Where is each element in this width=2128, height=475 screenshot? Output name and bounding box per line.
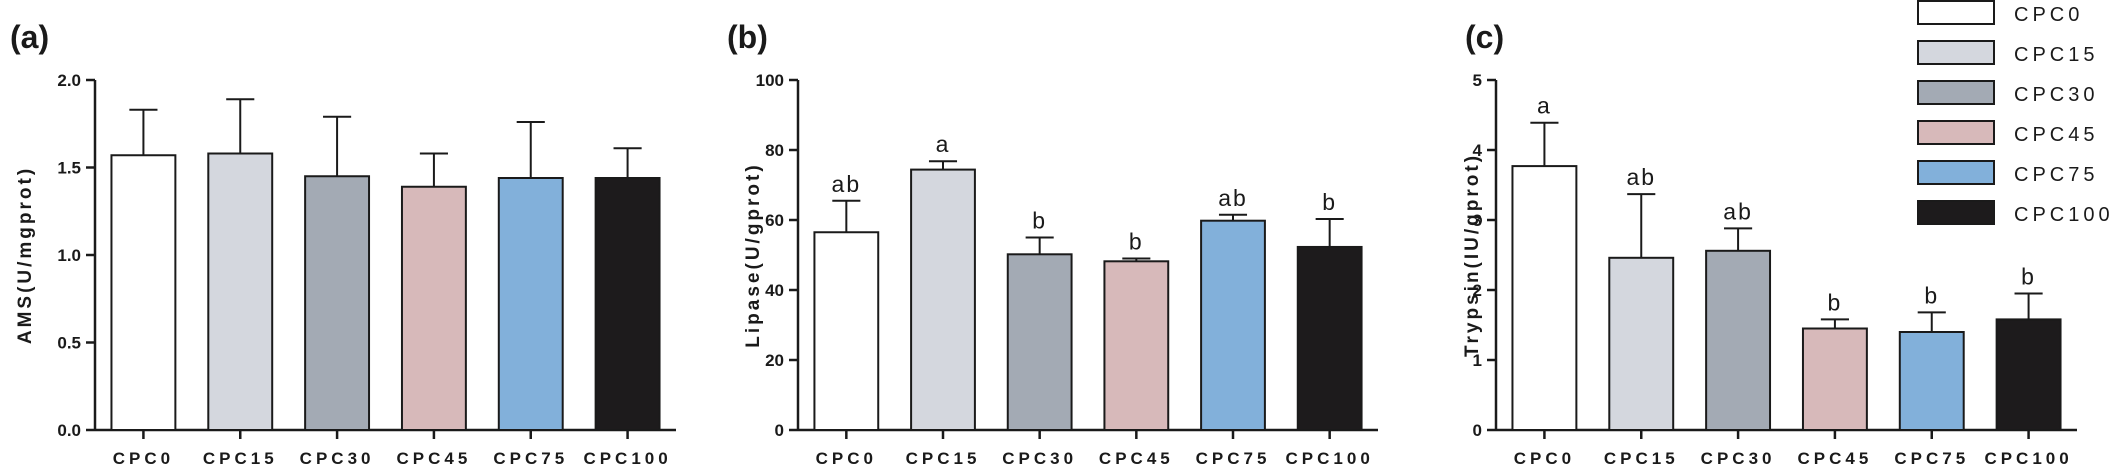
legend-label: CPC75 (2014, 164, 2098, 186)
x-tick-label: CPC30 (1701, 449, 1776, 468)
significance-label: b (2021, 264, 2036, 290)
legend-item-cpc0: CPC0 (1917, 0, 2083, 26)
legend-item-cpc30: CPC30 (1917, 80, 2098, 106)
bar-cpc30 (304, 175, 371, 431)
panel-label: (a) (10, 19, 49, 55)
y-tick-label: 80 (765, 141, 784, 160)
legend-item-cpc100: CPC100 (1917, 200, 2114, 226)
x-tick-label: CPC15 (203, 449, 278, 468)
legend-item-cpc45: CPC45 (1917, 120, 2098, 146)
bar-cpc45 (400, 185, 467, 431)
y-tick-label: 60 (765, 211, 784, 230)
y-tick-label: 40 (765, 281, 784, 300)
bar-cpc15 (207, 152, 274, 431)
legend-swatch (1917, 40, 1995, 65)
y-tick-label: 1 (1473, 351, 1482, 370)
significance-label: a (1537, 93, 1552, 119)
y-tick-label: 0.0 (57, 421, 81, 440)
bar-cpc100 (1995, 318, 2062, 431)
y-axis-label: AMS(U/mgprot) (15, 166, 36, 344)
legend-swatch (1917, 80, 1995, 105)
significance-label: b (1828, 289, 1843, 315)
bar-cpc45 (1103, 260, 1170, 431)
x-tick-label: CPC45 (1099, 449, 1174, 468)
bar-cpc0 (110, 154, 177, 431)
bar-cpc30 (1705, 249, 1772, 431)
x-tick-label: CPC75 (1894, 449, 1969, 468)
bar-cpc100 (1296, 245, 1363, 431)
legend-label: CPC30 (2014, 84, 2098, 106)
legend-swatch (1917, 160, 1995, 185)
x-tick-label: CPC30 (1002, 449, 1077, 468)
bar-cpc75 (1200, 219, 1266, 431)
y-tick-label: 4 (1473, 141, 1483, 160)
y-tick-label: 2 (1473, 281, 1482, 300)
chart-panel-c: (c) Trypsin(IU/gprot) 0 1 2 3 4 5 CPC0 a CPC15 ab CP… (1462, 19, 2077, 468)
legend-swatch (1917, 200, 1995, 225)
x-tick-label: CPC75 (493, 449, 568, 468)
significance-label: ab (832, 171, 862, 197)
y-tick-label: 1.5 (57, 159, 81, 178)
chart-panel-b: (b)Lipase(U/gprot)020406080100CPC0abCPC1… (727, 19, 1378, 468)
legend-item-cpc75: CPC75 (1917, 160, 2098, 186)
legend-item-cpc15: CPC15 (1917, 40, 2098, 66)
legend-label: CPC100 (2014, 204, 2114, 226)
bar-cpc15 (910, 168, 976, 431)
significance-label: a (936, 131, 951, 157)
chart-panel-a: (a) AMS(U/mgprot) 0.0 0.5 1.0 1.5 2.0 CPC0 CPC15… (10, 19, 676, 468)
x-tick-label: CPC75 (1196, 449, 1271, 468)
x-tick-label: CPC45 (397, 449, 472, 468)
significance-label: b (1129, 229, 1144, 255)
y-tick-label: 1.0 (57, 246, 81, 265)
legend-label: CPC45 (2014, 124, 2098, 146)
bar-cpc100 (594, 177, 661, 431)
y-tick-label: 5 (1473, 71, 1482, 90)
bar-cpc0 (1511, 165, 1578, 431)
significance-label: b (1032, 208, 1047, 234)
bar-cpc30 (1006, 253, 1073, 431)
significance-label: b (1924, 282, 1939, 308)
y-tick-label: 0 (1473, 421, 1482, 440)
legend-swatch (1917, 120, 1995, 145)
y-tick-label: 0 (775, 421, 784, 440)
bar-cpc75 (1898, 331, 1965, 431)
x-tick-label: CPC30 (300, 449, 375, 468)
y-tick-label: 2.0 (57, 71, 81, 90)
x-tick-label: CPC100 (1984, 449, 2072, 468)
bar-cpc75 (497, 177, 564, 431)
x-tick-label: CPC100 (583, 449, 671, 468)
significance-label: ab (1218, 185, 1248, 211)
y-tick-label: 100 (756, 71, 784, 90)
bar-cpc0 (813, 231, 880, 431)
panel-label: (c) (1465, 19, 1504, 55)
y-tick-label: 20 (765, 351, 784, 370)
bar-cpc15 (1608, 256, 1675, 431)
significance-label: b (1322, 189, 1337, 215)
legend-label: CPC15 (2014, 44, 2098, 66)
x-tick-label: CPC0 (816, 449, 877, 468)
y-axis-label: Lipase(U/gprot) (743, 162, 764, 347)
bar-cpc45 (1801, 327, 1868, 431)
legend-swatch (1917, 0, 1995, 25)
panel-label: (b) (727, 19, 768, 55)
x-tick-label: CPC100 (1286, 449, 1374, 468)
x-tick-label: CPC15 (1604, 449, 1679, 468)
y-tick-label: 3 (1473, 211, 1482, 230)
x-tick-label: CPC45 (1798, 449, 1873, 468)
significance-label: ab (1723, 198, 1753, 224)
legend: CPC0 CPC15 CPC30 CPC45 CPC75 CPC100 (1917, 0, 2114, 226)
significance-label: ab (1626, 164, 1656, 190)
x-tick-label: CPC15 (906, 449, 981, 468)
legend-label: CPC0 (2014, 4, 2083, 26)
y-tick-label: 0.5 (57, 334, 81, 353)
y-axis-label: Trypsin(IU/gprot) (1462, 153, 1483, 357)
x-tick-label: CPC0 (113, 449, 174, 468)
x-tick-label: CPC0 (1514, 449, 1575, 468)
